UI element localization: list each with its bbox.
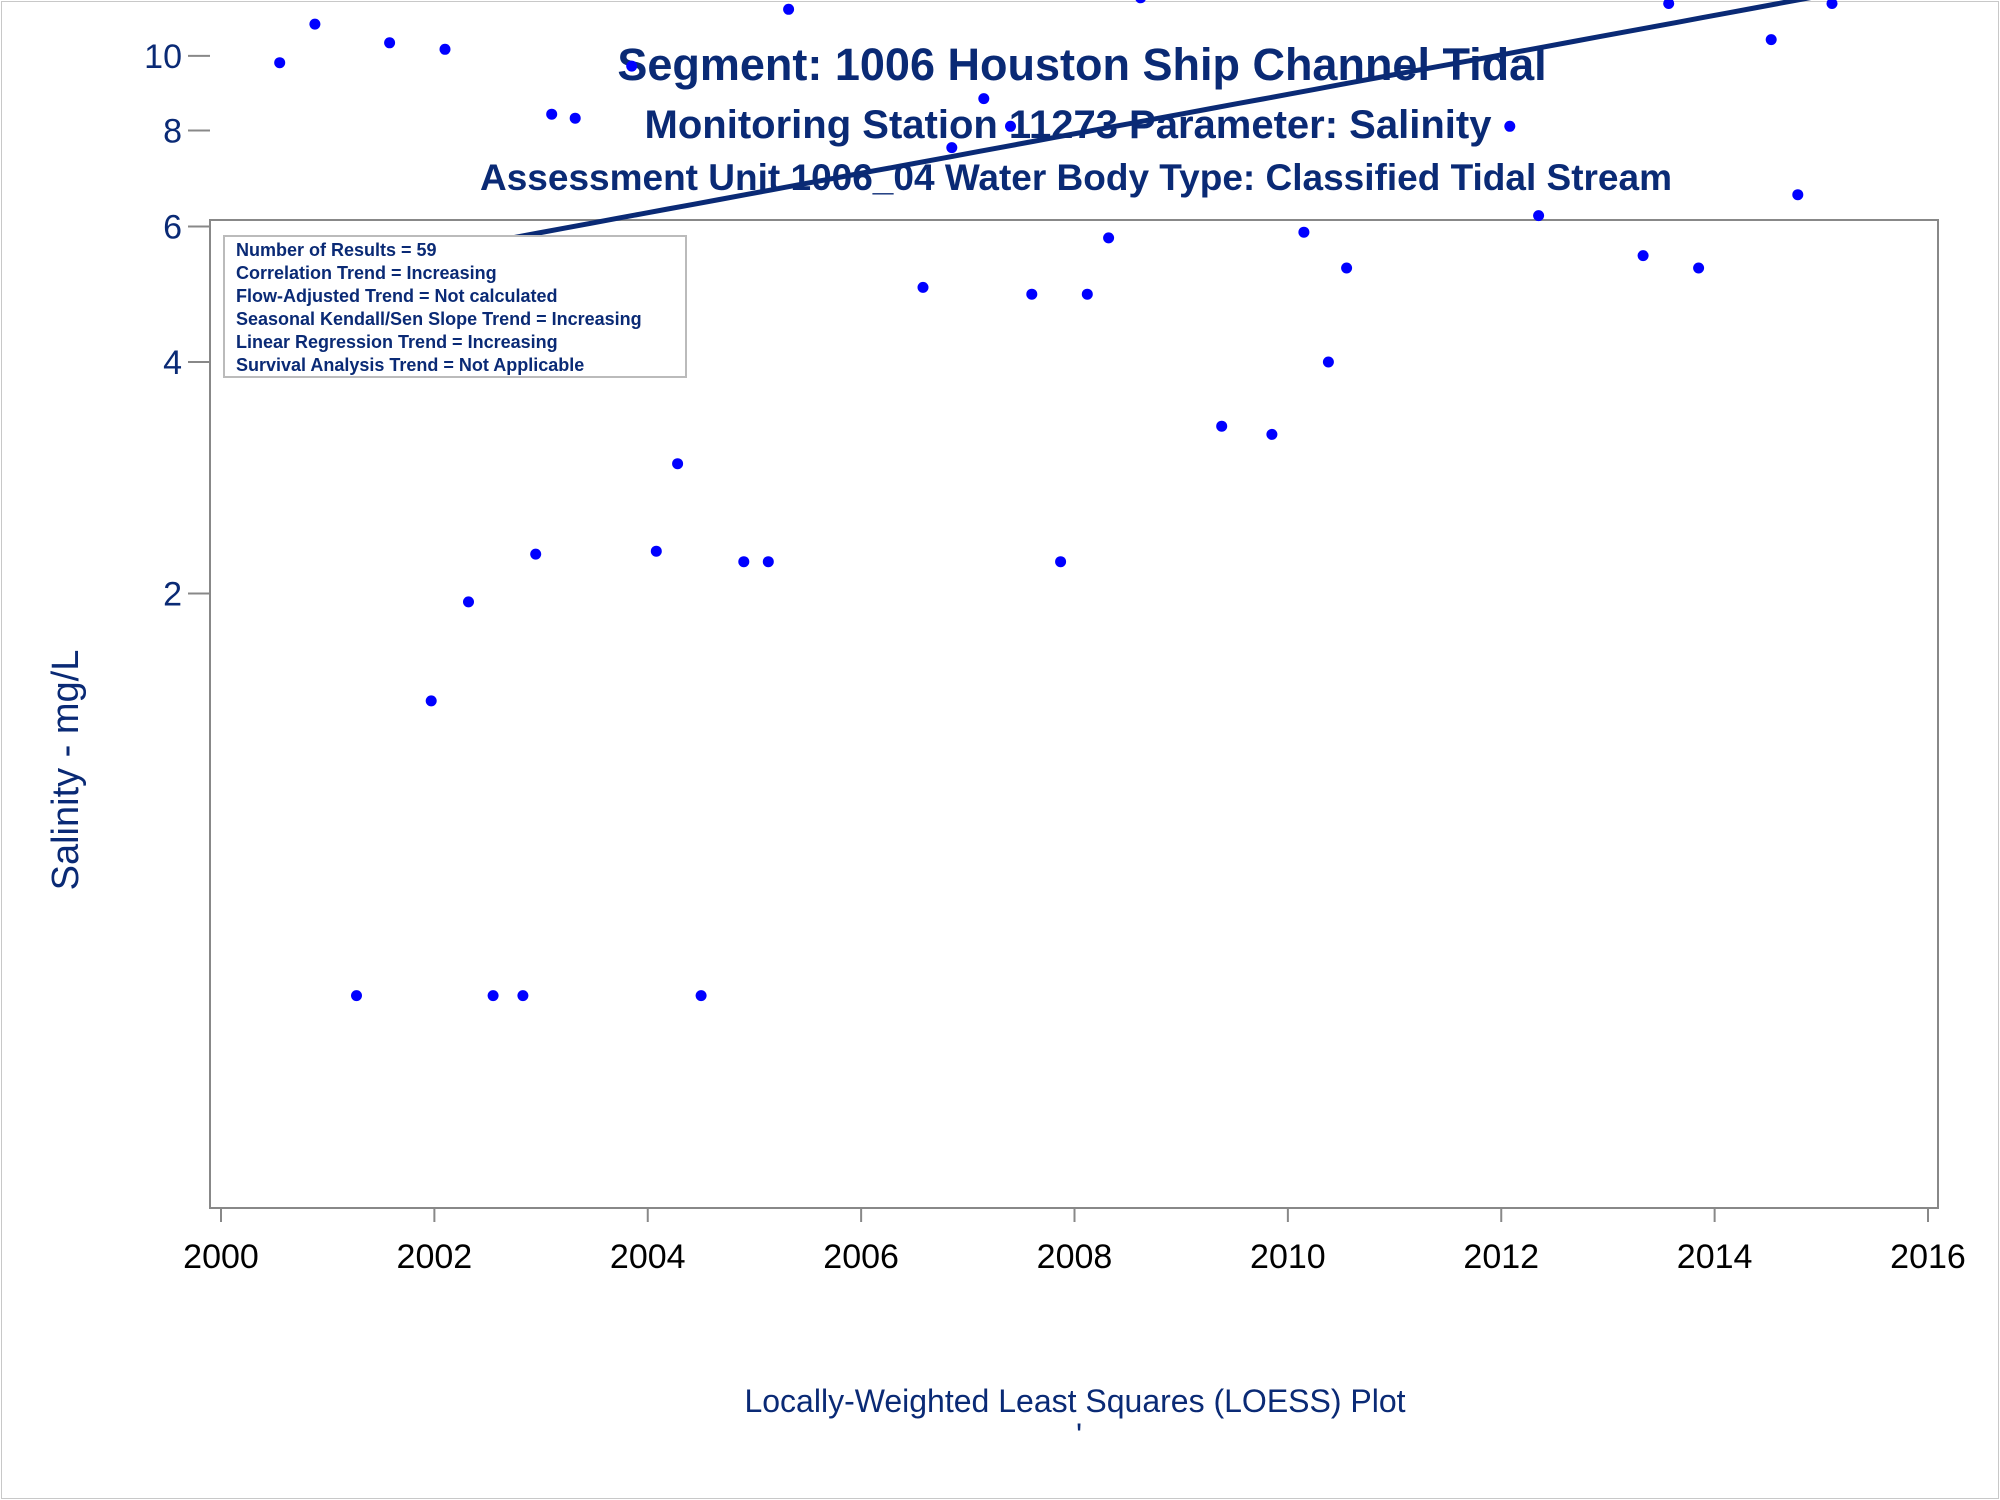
data-point bbox=[1765, 34, 1777, 46]
data-point bbox=[1637, 250, 1649, 262]
data-point bbox=[1216, 420, 1228, 432]
x-tick-label: 2004 bbox=[610, 1238, 686, 1276]
data-point bbox=[1504, 120, 1516, 132]
stats-flow-adjusted-trend: Flow-Adjusted Trend = Not calculated bbox=[236, 286, 558, 306]
data-point bbox=[569, 112, 581, 124]
footnote-mark: ' bbox=[1076, 1417, 1082, 1453]
x-axis-label: Locally-Weighted Least Squares (LOESS) P… bbox=[744, 1383, 1405, 1419]
data-point bbox=[1103, 232, 1115, 244]
stats-survival-analysis-trend: Survival Analysis Trend = Not Applicable bbox=[236, 355, 584, 375]
stats-seasonal-kendall-trend: Seasonal Kendall/Sen Slope Trend = Incre… bbox=[236, 309, 642, 329]
data-point bbox=[695, 990, 707, 1002]
data-point bbox=[917, 281, 929, 293]
data-point bbox=[351, 990, 362, 1002]
trend-line-group bbox=[277, 0, 1812, 284]
data-point bbox=[1322, 356, 1334, 368]
data-point bbox=[1135, 0, 1146, 4]
data-point bbox=[1005, 120, 1016, 132]
data-point bbox=[463, 596, 474, 608]
data-point bbox=[1081, 288, 1093, 300]
x-tick-label: 2012 bbox=[1463, 1238, 1539, 1276]
chart-title: Segment: 1006 Houston Ship Channel Tidal bbox=[617, 39, 1546, 90]
x-tick-label: 2002 bbox=[397, 1238, 473, 1276]
data-point bbox=[546, 108, 558, 120]
data-point bbox=[738, 556, 750, 568]
y-tick-label: 2 bbox=[163, 575, 182, 613]
y-tick-label: 6 bbox=[163, 209, 182, 247]
data-point bbox=[762, 556, 774, 568]
data-point bbox=[672, 458, 684, 470]
data-point bbox=[517, 990, 529, 1002]
y-axis: 2468101418 bbox=[144, 38, 210, 613]
chart-subtitle-assessment: Assessment Unit 1006_04 Water Body Type:… bbox=[480, 157, 1672, 198]
data-point bbox=[1693, 262, 1705, 274]
data-point bbox=[946, 142, 958, 154]
x-tick-label: 2014 bbox=[1677, 1238, 1753, 1276]
data-point bbox=[1341, 262, 1353, 274]
data-point bbox=[1055, 556, 1067, 568]
data-point bbox=[309, 18, 321, 30]
data-point bbox=[530, 548, 542, 560]
y-tick-label: 10 bbox=[144, 38, 182, 76]
data-point bbox=[650, 545, 662, 557]
x-tick-label: 2010 bbox=[1250, 1238, 1326, 1276]
x-tick-label: 2008 bbox=[1037, 1238, 1113, 1276]
data-point bbox=[783, 3, 795, 15]
data-point bbox=[978, 93, 990, 105]
x-tick-label: 2006 bbox=[823, 1238, 899, 1276]
x-tick-label: 2016 bbox=[1890, 1238, 1966, 1276]
data-point bbox=[1026, 288, 1038, 300]
data-point bbox=[1533, 210, 1545, 222]
y-tick-label: 4 bbox=[163, 344, 182, 382]
data-point bbox=[274, 57, 286, 69]
stats-linear-regression-trend: Linear Regression Trend = Increasing bbox=[236, 332, 558, 352]
stats-number-of-results: Number of Results = 59 bbox=[236, 240, 437, 260]
data-point bbox=[425, 695, 437, 707]
loess-trend-line bbox=[277, 0, 1812, 284]
data-point bbox=[1826, 0, 1838, 9]
data-point bbox=[439, 43, 451, 55]
y-axis-label: Salinity - mg/L bbox=[45, 650, 87, 891]
data-point bbox=[1663, 0, 1675, 9]
data-point bbox=[384, 37, 396, 49]
stats-box-border bbox=[223, 235, 687, 378]
stats-box: Number of Results = 59 Correlation Trend… bbox=[223, 235, 687, 378]
y-tick-label: 8 bbox=[163, 112, 182, 150]
x-tick-label: 2000 bbox=[183, 1238, 259, 1276]
data-point bbox=[487, 990, 499, 1002]
chart-subtitle-station: Monitoring Station 11273 Parameter: Sali… bbox=[645, 103, 1493, 147]
data-points bbox=[274, 0, 1838, 1002]
data-point bbox=[626, 60, 638, 72]
data-point bbox=[1266, 428, 1278, 440]
x-axis: 2000 2002 2004 2006 2008 2010 2012 2014 2016 bbox=[183, 1208, 1966, 1276]
data-point bbox=[1298, 226, 1310, 238]
stats-correlation-trend: Correlation Trend = Increasing bbox=[236, 263, 497, 283]
data-point bbox=[1792, 189, 1804, 201]
